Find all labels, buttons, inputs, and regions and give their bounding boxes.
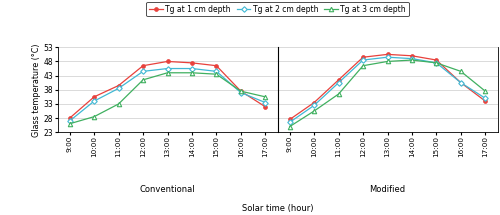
Tg at 2 cm depth bbox=[140, 70, 146, 73]
Tg at 1 cm depth bbox=[189, 61, 195, 64]
Tg at 3 cm depth bbox=[189, 71, 195, 74]
Tg at 1 cm depth bbox=[66, 117, 72, 119]
Line: Tg at 1 cm depth: Tg at 1 cm depth bbox=[68, 60, 267, 120]
Tg at 1 cm depth bbox=[214, 64, 220, 67]
Text: Solar time (hour): Solar time (hour) bbox=[242, 204, 313, 213]
Y-axis label: Glass temperature (°C): Glass temperature (°C) bbox=[32, 43, 41, 137]
Tg at 2 cm depth bbox=[189, 67, 195, 70]
Tg at 3 cm depth bbox=[140, 78, 146, 81]
Tg at 1 cm depth bbox=[238, 90, 244, 92]
Tg at 2 cm depth bbox=[164, 67, 170, 70]
Tg at 3 cm depth bbox=[262, 95, 268, 98]
Tg at 3 cm depth bbox=[116, 103, 121, 105]
Tg at 3 cm depth bbox=[214, 73, 220, 75]
Tg at 2 cm depth bbox=[91, 100, 97, 102]
Tg at 2 cm depth bbox=[262, 101, 268, 104]
Legend: Tg at 1 cm depth, Tg at 2 cm depth, Tg at 3 cm depth: Tg at 1 cm depth, Tg at 2 cm depth, Tg a… bbox=[146, 2, 408, 16]
Tg at 1 cm depth bbox=[262, 105, 268, 108]
Line: Tg at 3 cm depth: Tg at 3 cm depth bbox=[68, 71, 268, 126]
Tg at 1 cm depth bbox=[140, 64, 146, 67]
Tg at 3 cm depth bbox=[66, 122, 72, 125]
Tg at 1 cm depth bbox=[91, 95, 97, 98]
Tg at 1 cm depth bbox=[164, 60, 170, 63]
Tg at 2 cm depth bbox=[238, 91, 244, 94]
Tg at 2 cm depth bbox=[116, 87, 121, 90]
Line: Tg at 2 cm depth: Tg at 2 cm depth bbox=[68, 67, 267, 123]
Text: Modified: Modified bbox=[370, 185, 406, 194]
Tg at 2 cm depth bbox=[66, 120, 72, 122]
Tg at 1 cm depth bbox=[116, 84, 121, 87]
Tg at 3 cm depth bbox=[91, 115, 97, 118]
Tg at 3 cm depth bbox=[164, 71, 170, 74]
Tg at 3 cm depth bbox=[238, 90, 244, 92]
Tg at 2 cm depth bbox=[214, 70, 220, 73]
Text: Conventional: Conventional bbox=[140, 185, 196, 194]
